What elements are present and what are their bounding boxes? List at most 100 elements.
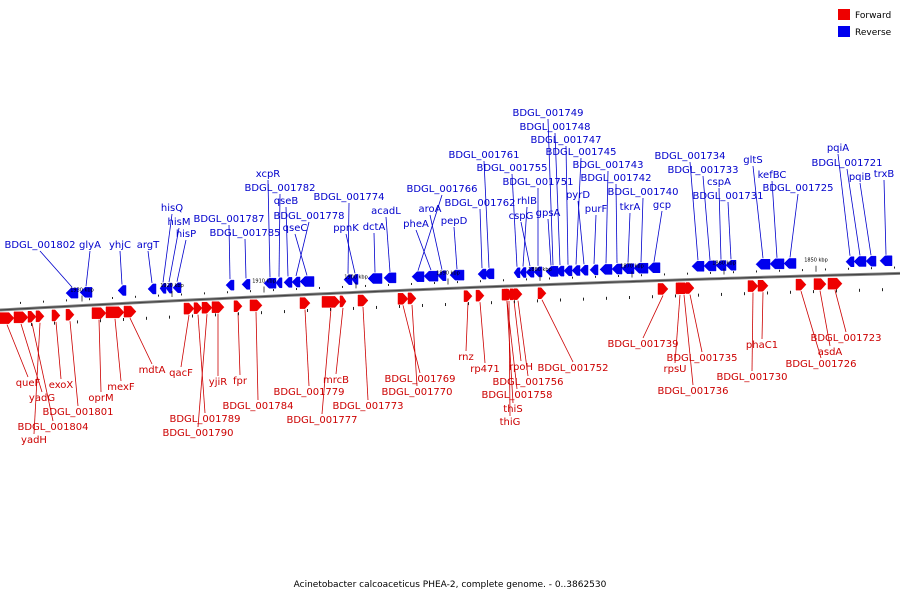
- gene-label-bdgl-001787: BDGL_001787: [193, 214, 264, 225]
- gene-label-bdgl-001740: BDGL_001740: [607, 187, 678, 198]
- gene-label-phea: pheA: [403, 219, 429, 230]
- track-dot: [572, 276, 573, 279]
- forward-gene-arrow: [249, 299, 263, 312]
- forward-gene-arrow: [339, 295, 347, 308]
- reverse-gene-leader: [593, 214, 597, 264]
- forward-gene-arrow: [795, 278, 807, 291]
- gene-label-acadl: acadL: [371, 206, 401, 217]
- reverse-gene-arrow: [225, 279, 235, 291]
- gene-label-bdgl-001735: BDGL_001735: [666, 353, 737, 364]
- reverse-gene-arrow: [579, 264, 589, 276]
- gene-label-bdgl-001749: BDGL_001749: [512, 108, 583, 119]
- reverse-gene-arrow: [633, 262, 649, 274]
- reverse-gene-arrow: [589, 264, 599, 276]
- reverse-gene-leader: [228, 224, 231, 280]
- reverse-gene-leader: [859, 182, 872, 256]
- reverse-gene-leader: [511, 173, 518, 267]
- track-dot: [457, 281, 458, 284]
- gene-label-bdgl-001743: BDGL_001743: [572, 160, 643, 171]
- forward-gene-leader: [197, 314, 206, 414]
- track-dot: [307, 309, 308, 313]
- gene-label-bdgl-001762: BDGL_001762: [444, 198, 515, 209]
- reverse-gene-arrow: [755, 259, 771, 270]
- track-dot: [882, 288, 883, 292]
- tick-label: 1850 kbp: [804, 258, 828, 264]
- track-dot: [595, 275, 596, 278]
- reference-line-group: [0, 271, 900, 312]
- forward-gene-arrow: [35, 310, 45, 323]
- reverse-gene-arrow: [513, 267, 521, 278]
- track-dot: [641, 274, 642, 277]
- reverse-gene-leader: [554, 132, 561, 266]
- track-dot: [767, 291, 768, 295]
- gene-label-bdgl-001723: BDGL_001723: [810, 333, 881, 344]
- gene-label-gpsa: gpsA: [536, 208, 561, 219]
- gene-label-pqia: pqiA: [827, 143, 849, 154]
- track-dot: [434, 282, 435, 285]
- gene-label-bdgl-001761: BDGL_001761: [448, 150, 519, 161]
- forward-gene-leader: [20, 323, 43, 393]
- forward-gene-arrow: [233, 300, 243, 312]
- reference-line: [0, 272, 900, 311]
- track-dot: [330, 307, 331, 311]
- reverse-gene-leader: [727, 201, 732, 260]
- reverse-gene-leader: [520, 221, 531, 267]
- reverse-gene-arrow: [263, 277, 277, 289]
- reverse-gene-leader: [565, 145, 569, 265]
- track-dot: [687, 272, 688, 275]
- gene-label-yhjc: yhjC: [109, 240, 131, 251]
- forward-gene-leader: [834, 290, 847, 333]
- reverse-gene-arrow: [283, 277, 293, 288]
- forward-gene-leader: [508, 301, 511, 417]
- track-dot: [100, 319, 101, 323]
- forward-gene-leader: [411, 304, 418, 387]
- track-dot: [66, 299, 67, 302]
- track-dot: [744, 292, 745, 296]
- gene-label-bdgl-001774: BDGL_001774: [313, 192, 384, 203]
- forward-gene-arrow: [357, 294, 369, 307]
- reverse-gene-leader: [547, 218, 552, 266]
- forward-gene-leader: [513, 300, 522, 362]
- forward-gene-arrow: [123, 305, 137, 318]
- tick-marks: 1930 kbp 1920 kbp 1910 kbp 1900 kbp 1890 kbp…: [20, 258, 895, 326]
- reverse-gene-arrow: [299, 276, 315, 287]
- track-dot: [20, 301, 21, 304]
- gene-label-tkra: tkrA: [620, 202, 641, 213]
- track-dot: [146, 316, 147, 320]
- gene-label-thig: thiG: [500, 417, 521, 428]
- gene-label-rpoh: rpoH: [509, 362, 533, 373]
- reverse-gene-leader: [837, 153, 851, 256]
- track-dot: [192, 314, 193, 318]
- gene-label-bdgl-001773: BDGL_001773: [332, 401, 403, 412]
- gene-label-purf: purF: [585, 204, 608, 215]
- track-dot: [779, 269, 780, 272]
- forward-gene-arrow: [211, 301, 225, 313]
- gene-label-bdgl-001790: BDGL_001790: [162, 428, 233, 439]
- forward-gene-leader: [69, 321, 79, 407]
- track-dot: [549, 277, 550, 280]
- track-dot: [710, 271, 711, 274]
- reverse-gene-leader: [483, 160, 490, 268]
- track-dot: [422, 303, 423, 307]
- gene-label-this: thiS: [503, 404, 522, 415]
- forward-gene-leader: [751, 292, 754, 372]
- forward-gene-leader: [6, 324, 29, 378]
- reverse-gene-arrow: [423, 270, 439, 282]
- track-dot: [445, 303, 446, 307]
- track-dot: [848, 267, 849, 270]
- reverse-gene-leader: [752, 165, 764, 259]
- forward-gene-arrow: [105, 306, 125, 319]
- reverse-gene-leader: [168, 227, 180, 283]
- reverse-gene-arrow: [691, 261, 705, 272]
- gene-label-bdgl-001745: BDGL_001745: [545, 147, 616, 158]
- reverse-gene-leader: [295, 221, 310, 277]
- tick-label: 1870 kbp: [620, 264, 644, 270]
- gene-label-bdgl-001736: BDGL_001736: [657, 386, 728, 397]
- gene-label-bdgl-001733: BDGL_001733: [667, 165, 738, 176]
- reverse-gene-arrow: [703, 260, 717, 272]
- forward-gene-arrow: [193, 302, 203, 314]
- reverse-gene-leader: [453, 226, 458, 270]
- gene-label-bdgl-001730: BDGL_001730: [716, 372, 787, 383]
- forward-gene-leader: [689, 294, 703, 353]
